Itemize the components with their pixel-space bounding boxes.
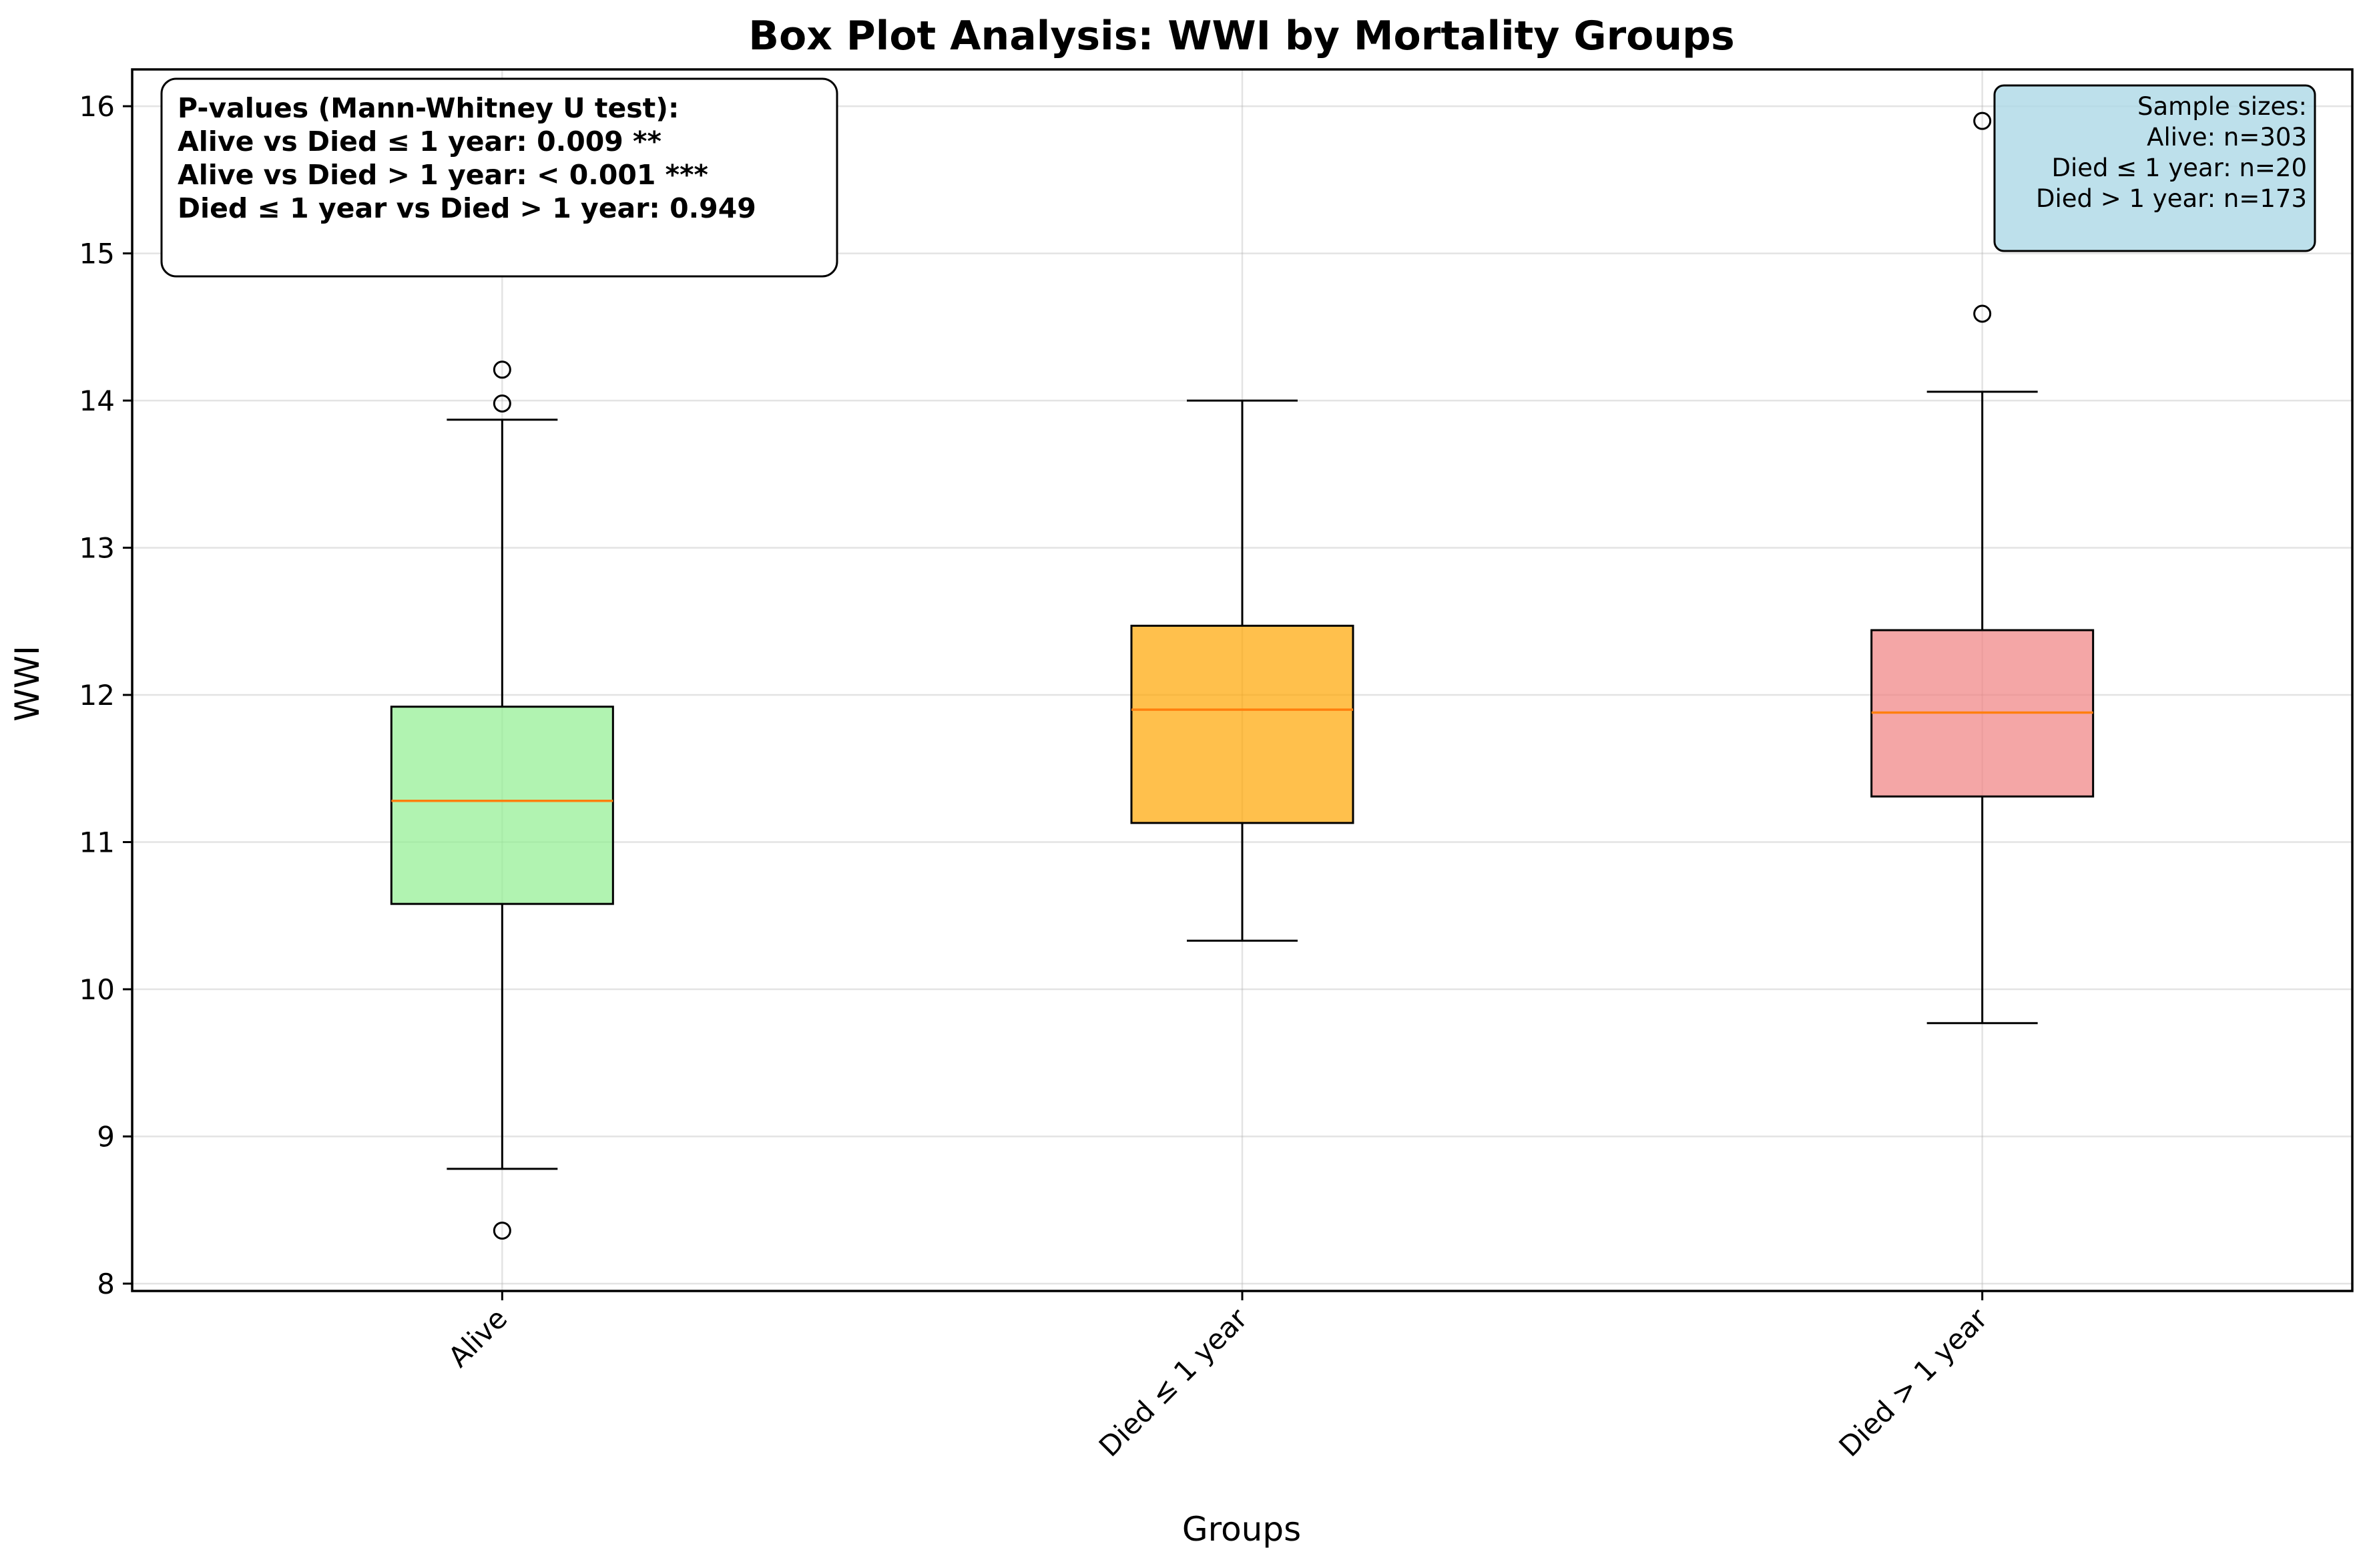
pvalue-heading: P-values (Mann-Whitney U test):: [178, 92, 679, 124]
outlier-point: [1973, 111, 1992, 130]
y-tick-label: 13: [79, 532, 115, 565]
chart-title: Box Plot Analysis: WWI by Mortality Grou…: [748, 13, 1735, 59]
y-axis-label: WWI: [8, 645, 47, 722]
y-tick-label: 8: [97, 1268, 115, 1300]
pvalue-line-2: Alive vs Died > 1 year: < 0.001 ***: [178, 159, 708, 191]
box-alive: [390, 360, 614, 1240]
pvalue-line-1: Alive vs Died ≤ 1 year: 0.009 **: [178, 125, 662, 158]
pvalue-annotation-box: P-values (Mann-Whitney U test): Alive vs…: [160, 77, 838, 278]
box-died-1-year: [1870, 111, 2095, 1025]
pvalue-line-3: Died ≤ 1 year vs Died > 1 year: 0.949: [178, 192, 756, 224]
sample-sizes-heading: Sample sizes:: [2137, 92, 2307, 121]
outlier-point: [493, 1222, 511, 1240]
y-tick-label: 16: [79, 90, 115, 123]
y-tick-label: 12: [79, 679, 115, 712]
outlier-point: [493, 394, 511, 413]
sample-sizes-annotation-box: Sample sizes: Alive: n=303 Died ≤ 1 year…: [1993, 84, 2316, 252]
sample-size-died-gt-1-year: Died > 1 year: n=173: [2036, 184, 2307, 213]
y-tick-label: 9: [97, 1120, 115, 1153]
y-tick-label: 10: [79, 973, 115, 1006]
outlier-point: [493, 360, 511, 379]
box-iqr: [390, 706, 614, 905]
x-axis-label: Groups: [1182, 1510, 1301, 1549]
box-died-1-year: [1130, 399, 1354, 942]
box-iqr: [1130, 624, 1354, 824]
y-axis-ticks: 8 9 10 11 12 13 14 15 16: [79, 90, 132, 1300]
y-tick-label: 11: [79, 826, 115, 859]
y-tick-label: 14: [79, 384, 115, 417]
y-tick-label: 15: [79, 238, 115, 270]
box-plots: [390, 111, 2095, 1240]
outlier-point: [1973, 304, 1992, 323]
sample-size-died-le-1-year: Died ≤ 1 year: n=20: [2051, 154, 2307, 182]
sample-size-alive: Alive: n=303: [2147, 123, 2307, 152]
